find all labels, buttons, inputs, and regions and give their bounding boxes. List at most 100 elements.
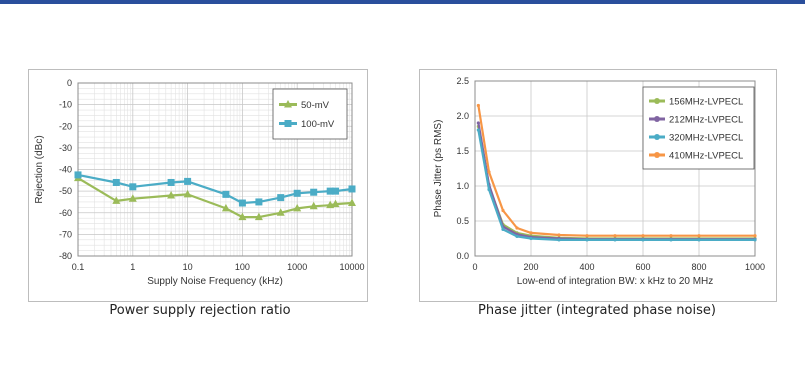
x-tick-label: 600 [635,262,650,272]
data-point [326,187,334,195]
data-point [557,238,561,242]
legend-label: 320MHz-LVPECL [669,133,743,144]
x-tick-label: 400 [579,262,594,272]
data-point [112,178,120,186]
y-tick-label: 0.0 [456,251,469,261]
top-rule [0,0,805,4]
data-point [238,212,247,221]
data-point [310,188,318,196]
legend-label: 50-mV [301,100,330,111]
data-point [167,178,175,186]
data-point [293,203,302,212]
psrr-chart: 0 -10 -20 -30 -40 -50 -60 -70 -800.1 1 10 100 1000 10… [34,78,365,287]
data-point [221,203,230,212]
y-tick-label: -10 [59,100,72,110]
legend-box [272,88,348,140]
y-tick-label: -80 [59,251,72,261]
x-tick-label: 100 [235,262,250,272]
legend-marker [654,152,660,158]
y-tick-label: 2.0 [456,111,469,121]
x-axis-title: Supply Noise Frequency (kHz) [147,276,283,287]
y-tick-label: -70 [59,229,72,239]
legend-label: 156MHz-LVPECL [669,97,743,108]
data-point [501,227,505,231]
data-point [184,177,192,185]
data-point [222,190,230,198]
legend-label: 410MHz-LVPECL [669,151,743,162]
data-point [277,194,285,202]
x-tick-label: 1000 [287,262,307,272]
series-line-0 [77,177,353,219]
data-point [112,196,121,204]
jitter-chart-panel: 0.0 0.5 1.0 1.5 2.0 2.5 0 200 400 600 800 1000 Low-e… [419,69,777,302]
x-tick-label: 800 [691,262,706,272]
x-tick-label: 1000 [745,262,765,272]
data-point [74,171,82,179]
data-point [557,233,561,237]
data-point [238,199,246,207]
legend-marker [284,120,292,127]
data-point [641,234,645,238]
data-point [476,103,480,108]
y-tick-label: -40 [59,165,72,175]
y-axis-title: Phase Jitter (ps RMS) [433,120,444,218]
data-point [613,234,617,238]
legend-label: 100-mV [301,119,335,130]
jitter-chart: 0.0 0.5 1.0 1.5 2.0 2.5 0 200 400 600 800 1000 Low-e… [433,76,765,287]
plot-area [474,80,756,257]
y-tick-label: 1.5 [456,146,469,156]
data-point [641,238,645,242]
data-point [476,128,480,132]
legend-marker [654,116,660,122]
data-point [697,238,701,242]
data-point [129,183,137,191]
y-tick-label: 1.0 [456,181,469,191]
plot-area [77,82,353,257]
data-point [669,238,673,242]
data-point [183,189,192,198]
data-point [254,212,263,221]
data-point [529,236,533,241]
data-point [501,208,505,213]
x-axis-title: Low-end of integration BW: x kHz to 20 M… [517,276,714,287]
legend-label: 212MHz-LVPECL [669,115,743,126]
psrr-caption: Power supply rejection ratio [109,303,291,318]
data-point [255,198,263,206]
data-point [585,238,589,242]
y-tick-label: -20 [59,121,72,131]
data-point [697,234,701,238]
x-tick-label: 10 [183,262,193,272]
data-point [515,226,519,230]
data-point [476,121,480,125]
x-tick-label: 0 [472,262,477,272]
data-point [613,238,617,242]
data-point [331,199,340,208]
data-point [585,234,589,238]
data-point [487,170,491,174]
data-point [529,231,533,235]
x-tick-label: 200 [523,262,538,272]
y-tick-label: -50 [59,186,72,196]
y-tick-label: 0.5 [456,216,469,226]
y-tick-label: -30 [59,143,72,153]
series-line-3 [477,105,755,237]
data-point [167,190,176,199]
data-point [276,208,285,216]
jitter-caption: Phase jitter (integrated phase noise) [478,303,716,318]
data-point [293,189,301,197]
y-tick-label: -60 [59,208,72,218]
legend-marker [654,98,660,104]
x-tick-label: 0.1 [72,262,85,272]
data-point [332,187,340,195]
data-point [487,187,491,192]
data-point [128,194,137,202]
data-point [753,238,757,242]
x-tick-label: 10000 [339,262,364,272]
psrr-chart-panel: 0 -10 -20 -30 -40 -50 -60 -70 -80 0.1 1 10 100 1000 10… [28,69,368,302]
x-tick-label: 1 [130,262,135,272]
data-point [753,234,757,238]
y-axis-title: Rejection (dBc) [34,135,45,203]
data-point [348,198,356,207]
data-point [515,234,519,238]
legend-marker [654,134,660,140]
